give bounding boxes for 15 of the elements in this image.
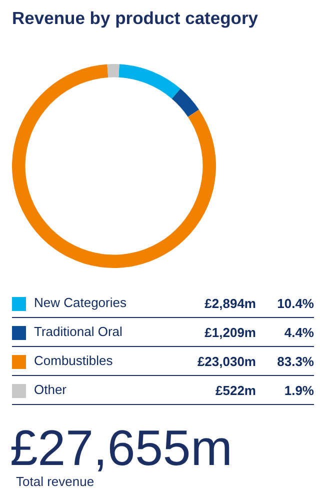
- data-label: £23,030m: [176, 346, 256, 376]
- data-label: £2,894m: [176, 289, 256, 318]
- text: Total revenue: [16, 474, 94, 489]
- legend-label: Combustibles: [12, 346, 176, 376]
- text: £27,655m: [10, 420, 232, 476]
- legend-label: New Categories: [12, 289, 176, 318]
- text: 1.9%: [284, 382, 314, 398]
- data-label: £522m: [176, 376, 256, 404]
- legend-label: Other: [12, 376, 176, 404]
- legend-label: Traditional Oral: [12, 318, 176, 346]
- text: 4.4%: [284, 324, 314, 340]
- text: 83.3%: [277, 354, 314, 368]
- text: 10.4%: [277, 296, 314, 310]
- data-label: £1,209m: [176, 318, 256, 346]
- chart-title: Revenue by product category: [12, 8, 258, 29]
